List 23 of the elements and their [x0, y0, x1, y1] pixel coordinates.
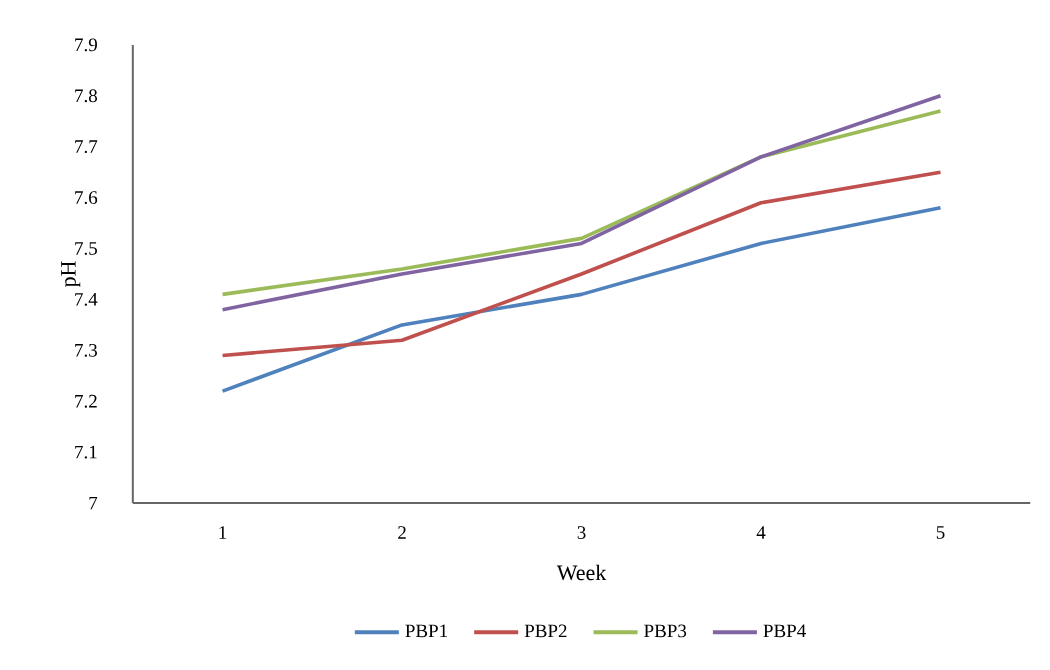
- legend-label: PBP4: [763, 624, 806, 637]
- y-tick-label: 7.3: [75, 343, 97, 357]
- y-tick-label: 7.7: [75, 140, 98, 153]
- x-tick-label: 5: [936, 526, 945, 539]
- legend-label: PBP3: [644, 624, 687, 638]
- x-tick-label: 2: [398, 526, 406, 539]
- x-tick-label: 3: [577, 526, 586, 539]
- y-tick-label: 7.4: [75, 292, 98, 306]
- line-series: [220, 170, 943, 358]
- y-axis-title: pH: [61, 261, 81, 287]
- x-tick-label: 1: [219, 526, 227, 539]
- x-axis-title: Week: [556, 564, 607, 581]
- y-tick-label: 7.8: [75, 89, 98, 103]
- y-tick-label: 7.2: [75, 394, 97, 408]
- y-tick-label: 7.9: [75, 38, 97, 52]
- y-tick-label: 7.1: [75, 445, 97, 459]
- y-tick-label: 7.6: [75, 191, 98, 204]
- x-tick-label: 4: [756, 526, 766, 539]
- y-tick-label: 7: [89, 496, 98, 510]
- legend-label: PBP2: [524, 624, 567, 638]
- y-tick-label: 7.5: [75, 242, 97, 255]
- line-series: [220, 205, 943, 393]
- legend-label: PBP1: [405, 624, 448, 637]
